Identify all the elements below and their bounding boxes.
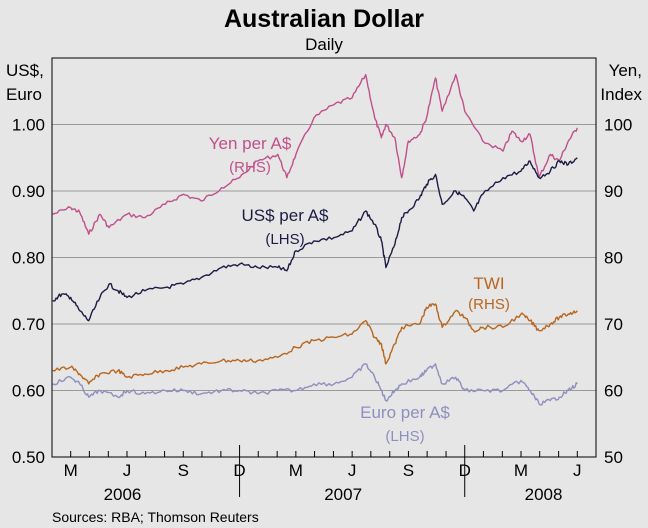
series-line-yen <box>52 73 578 235</box>
source-note: Sources: RBA; Thomson Reuters <box>52 509 259 525</box>
series-label-twi: TWI <box>473 274 504 293</box>
left-axis-tick-label: 0.90 <box>12 182 45 201</box>
x-year-label: 2006 <box>104 485 142 504</box>
x-year-label: 2008 <box>525 485 563 504</box>
x-year-label: 2007 <box>324 485 362 504</box>
series-lines <box>52 73 578 406</box>
x-axis-ticks <box>51 445 597 497</box>
right-axis-tick-label: 90 <box>604 182 623 201</box>
right-axis-label-line1: Yen, <box>609 61 642 80</box>
left-axis-tick-label: 0.70 <box>12 315 45 334</box>
series-line-twi <box>52 303 578 385</box>
series-line-euro <box>52 363 578 406</box>
x-month-label: D <box>459 461 471 480</box>
series-label-yen: Yen per A$ <box>209 134 292 153</box>
series-axis-label-euro: (LHS) <box>385 428 424 445</box>
left-axis-tick-label: 0.60 <box>12 382 45 401</box>
left-axis-label-line1: US$, <box>6 61 44 80</box>
series-axis-label-twi: (RHS) <box>468 296 510 313</box>
series-axis-label-yen: (RHS) <box>229 159 271 176</box>
left-axis-tick-label: 1.00 <box>12 116 45 135</box>
x-month-label: J <box>348 461 357 480</box>
left-axis-tick-label: 0.80 <box>12 249 45 268</box>
x-axis-year-labels: 2006 2007 2008 <box>104 485 563 504</box>
x-month-label: J <box>123 461 132 480</box>
series-label-usd: US$ per A$ <box>242 206 329 225</box>
right-axis-tick-label: 60 <box>604 382 623 401</box>
x-month-label: M <box>64 461 78 480</box>
x-month-label: M <box>514 461 528 480</box>
right-axis-ticks: 50 60 70 80 90 100 <box>604 116 632 468</box>
right-axis-tick-label: 80 <box>604 249 623 268</box>
x-month-label: S <box>178 461 189 480</box>
plot-frame <box>51 57 597 458</box>
left-axis-label-line2: Euro <box>6 85 42 104</box>
x-month-label: S <box>403 461 414 480</box>
plot-area <box>51 57 597 497</box>
series-line-usd <box>52 157 578 322</box>
right-axis-tick-label: 70 <box>604 315 623 334</box>
x-month-label: M <box>289 461 303 480</box>
left-axis-ticks: 0.50 0.60 0.70 0.80 0.90 1.00 <box>12 116 45 468</box>
right-axis-tick-label: 100 <box>604 116 632 135</box>
series-label-euro: Euro per A$ <box>360 403 450 422</box>
x-month-label: D <box>233 461 245 480</box>
right-axis-tick-label: 50 <box>604 448 623 467</box>
chart-subtitle: Daily <box>305 35 343 54</box>
left-axis-tick-label: 0.50 <box>12 448 45 467</box>
right-axis-label-line2: Index <box>600 85 642 104</box>
gridlines <box>52 124 596 391</box>
chart-title: Australian Dollar <box>224 5 424 33</box>
series-labels: Yen per A$ (RHS) US$ per A$ (LHS) TWI (RHS) Eu… <box>209 134 510 445</box>
x-month-label: J <box>573 461 582 480</box>
series-axis-label-usd: (LHS) <box>265 231 304 248</box>
